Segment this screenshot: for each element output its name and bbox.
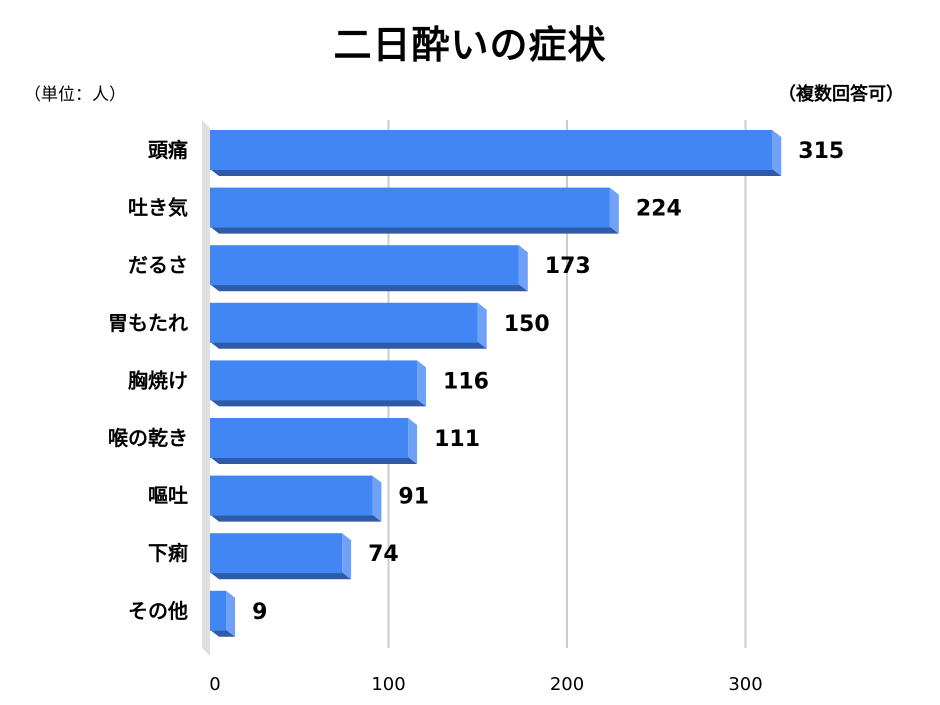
- category-label-2: だるさ: [128, 253, 188, 277]
- unit-note: （単位：人）: [24, 85, 126, 105]
- value-label-6: 91: [398, 485, 429, 510]
- bar-side-8: [226, 590, 236, 637]
- value-label-5: 111: [434, 427, 480, 452]
- chart-title: 二日酔いの症状: [333, 23, 607, 67]
- category-label-1: 吐き気: [128, 196, 188, 220]
- value-label-4: 116: [443, 369, 489, 394]
- bar-bottom-5: [210, 457, 418, 464]
- value-label-1: 224: [636, 197, 682, 222]
- bar-bottom-2: [210, 284, 528, 292]
- category-label-5: 喉の乾き: [108, 426, 188, 450]
- bar-7: [210, 533, 343, 574]
- bar-0: [210, 130, 773, 170]
- bar-bottom-0: [210, 169, 782, 176]
- category-label-7: 下痢: [148, 541, 188, 565]
- value-label-7: 74: [368, 542, 399, 567]
- category-label-6: 嘔吐: [148, 484, 188, 508]
- bar-side-3: [477, 302, 487, 349]
- bar-4: [210, 360, 418, 401]
- bar-side-2: [518, 245, 528, 292]
- bar-side-1: [609, 187, 619, 234]
- tick-label-100: 100: [371, 674, 405, 695]
- bar-bottom-1: [210, 226, 619, 234]
- bar-bottom-8: [210, 629, 236, 637]
- answer-note: （複数回答可）: [778, 84, 904, 105]
- bar-side-5: [408, 418, 418, 464]
- category-label-4: 胸焼け: [128, 368, 188, 392]
- value-label-0: 315: [798, 139, 844, 164]
- category-label-0: 頭痛: [148, 138, 188, 162]
- bar-bottom-4: [210, 399, 427, 407]
- bar-bottom-6: [210, 514, 382, 522]
- tick-label-0: 0: [209, 674, 220, 695]
- category-label-3: 胃もたれ: [108, 311, 188, 335]
- bar-side-6: [372, 475, 382, 522]
- bar-3: [210, 302, 478, 343]
- bar-1: [210, 187, 610, 228]
- tick-label-300: 300: [728, 674, 762, 695]
- axis-side-wall: [202, 120, 210, 656]
- bar-bottom-7: [210, 572, 352, 580]
- bar-8: [210, 590, 227, 631]
- bar-5: [210, 418, 409, 458]
- tick-label-200: 200: [550, 674, 584, 695]
- value-label-2: 173: [545, 254, 591, 279]
- value-label-3: 150: [504, 312, 550, 337]
- bar-side-7: [342, 533, 352, 580]
- value-label-8: 9: [252, 600, 267, 625]
- bar-2: [210, 245, 519, 286]
- bar-side-0: [772, 130, 782, 176]
- bar-6: [210, 475, 373, 516]
- category-label-8: その他: [128, 599, 188, 623]
- bar-side-4: [417, 360, 427, 407]
- bar-bottom-3: [210, 341, 487, 349]
